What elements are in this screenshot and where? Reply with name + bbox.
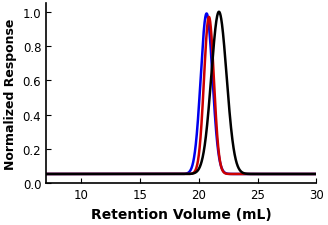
PEO-(N3)-PS <box>75 173 79 176</box>
PEO-(N3)-Br <box>315 173 318 176</box>
PEO-(C60)-PS <box>44 173 48 176</box>
PEO-(N3)-Br <box>309 173 313 176</box>
PEO-(N3)-Br <box>91 173 95 176</box>
PEO-(N3)-PS <box>315 173 318 176</box>
PEO-(N3)-Br <box>75 173 79 176</box>
PEO-(N3)-Br <box>44 173 48 176</box>
PEO-(N3)-PS <box>207 16 211 19</box>
PEO-(C60)-PS <box>309 173 313 176</box>
PEO-(N3)-Br <box>280 173 284 176</box>
PEO-(N3)-PS <box>280 173 284 176</box>
PEO-(C60)-PS <box>148 173 152 176</box>
PEO-(C60)-PS <box>205 13 209 16</box>
PEO-(C60)-PS <box>91 173 95 176</box>
PEO-(C60)-PS <box>75 173 79 176</box>
PEO-(N3)-PS <box>309 173 313 176</box>
PEO-(N3)-Br <box>148 173 152 176</box>
Line: PEO-(N3)-PS: PEO-(N3)-PS <box>46 18 317 174</box>
PEO-(N3)-Br <box>217 11 221 14</box>
Line: PEO-(N3)-Br: PEO-(N3)-Br <box>46 13 317 174</box>
PEO-(N3)-PS <box>44 173 48 176</box>
PEO-(N3)-Br <box>160 173 164 176</box>
Line: PEO-(C60)-PS: PEO-(C60)-PS <box>46 14 317 174</box>
PEO-(C60)-PS <box>315 173 318 176</box>
PEO-(C60)-PS <box>280 173 284 176</box>
Y-axis label: Normalized Response: Normalized Response <box>4 18 17 169</box>
PEO-(C60)-PS <box>160 173 164 176</box>
PEO-(N3)-PS <box>160 173 164 176</box>
X-axis label: Retention Volume (mL): Retention Volume (mL) <box>91 207 272 221</box>
PEO-(N3)-PS <box>91 173 95 176</box>
PEO-(N3)-PS <box>148 173 152 176</box>
